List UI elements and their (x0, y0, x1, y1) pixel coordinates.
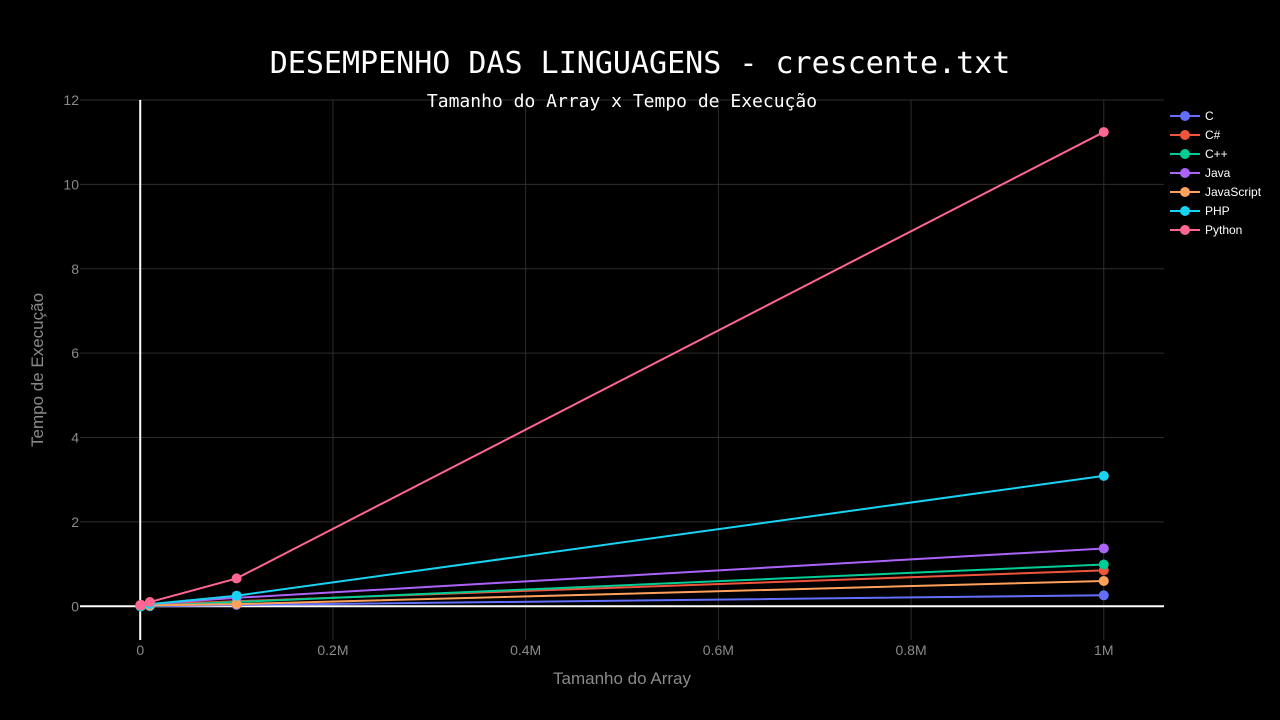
legend-item[interactable]: PHP (1170, 204, 1230, 218)
data-point[interactable] (1098, 127, 1109, 138)
data-point[interactable] (144, 597, 155, 608)
legend-label: C++ (1205, 147, 1228, 161)
y-tick-label: 0 (71, 598, 79, 614)
legend-label: JavaScript (1205, 185, 1262, 199)
y-tick-labels: 0 2 4 6 8 10 12 (63, 92, 79, 614)
data-point[interactable] (231, 599, 242, 610)
y-axis-label: Tempo de Execução (28, 293, 47, 447)
data-point[interactable] (1098, 590, 1109, 601)
x-tick-label: 0.4M (510, 642, 541, 658)
legend-item[interactable]: C# (1170, 128, 1221, 142)
series-lines (135, 127, 1109, 612)
data-point[interactable] (1098, 575, 1109, 586)
legend-label: C# (1205, 128, 1221, 142)
y-tick-label: 10 (63, 176, 79, 192)
y-tick-label: 12 (63, 92, 79, 108)
data-point[interactable] (1098, 543, 1109, 554)
legend-marker (1180, 225, 1190, 235)
legend[interactable]: C C# C++ Java JavaScript PHP Python (1170, 109, 1262, 237)
data-point[interactable] (231, 573, 242, 584)
y-tick-label: 4 (71, 430, 79, 446)
legend-label: PHP (1205, 204, 1230, 218)
legend-marker (1180, 187, 1190, 197)
legend-item[interactable]: C++ (1170, 147, 1228, 161)
series-python[interactable] (135, 127, 1109, 611)
x-tick-label: 0.6M (703, 642, 734, 658)
legend-item[interactable]: Java (1170, 166, 1231, 180)
legend-marker (1180, 149, 1190, 159)
legend-marker (1180, 168, 1190, 178)
legend-label: Python (1205, 223, 1242, 237)
legend-marker (1180, 130, 1190, 140)
y-tick-label: 8 (71, 261, 79, 277)
x-axis-label: Tamanho do Array (553, 669, 691, 688)
x-tick-label: 0 (136, 642, 144, 658)
legend-item[interactable]: JavaScript (1170, 185, 1262, 199)
zero-lines (80, 100, 1164, 640)
data-point[interactable] (136, 599, 147, 610)
data-point[interactable] (1098, 559, 1109, 570)
grid-lines (80, 99, 1164, 640)
legend-label: Java (1205, 166, 1231, 180)
chart-subtitle: Tamanho do Array x Tempo de Execução (427, 91, 817, 112)
x-tick-labels: 0 0.2M 0.4M 0.6M 0.8M 1M (136, 642, 1113, 658)
x-tick-label: 1M (1094, 642, 1113, 658)
x-tick-label: 0.8M (896, 642, 927, 658)
legend-label: C (1205, 109, 1214, 123)
legend-item[interactable]: Python (1170, 223, 1242, 237)
legend-marker (1180, 111, 1190, 121)
data-point[interactable] (1098, 470, 1109, 481)
x-tick-label: 0.2M (317, 642, 348, 658)
legend-marker (1180, 206, 1190, 216)
data-point[interactable] (231, 590, 242, 601)
y-tick-label: 6 (71, 345, 79, 361)
legend-item[interactable]: C (1170, 109, 1214, 123)
chart-title: DESEMPENHO DAS LINGUAGENS - crescente.tx… (270, 46, 1011, 81)
y-tick-label: 2 (71, 514, 79, 530)
